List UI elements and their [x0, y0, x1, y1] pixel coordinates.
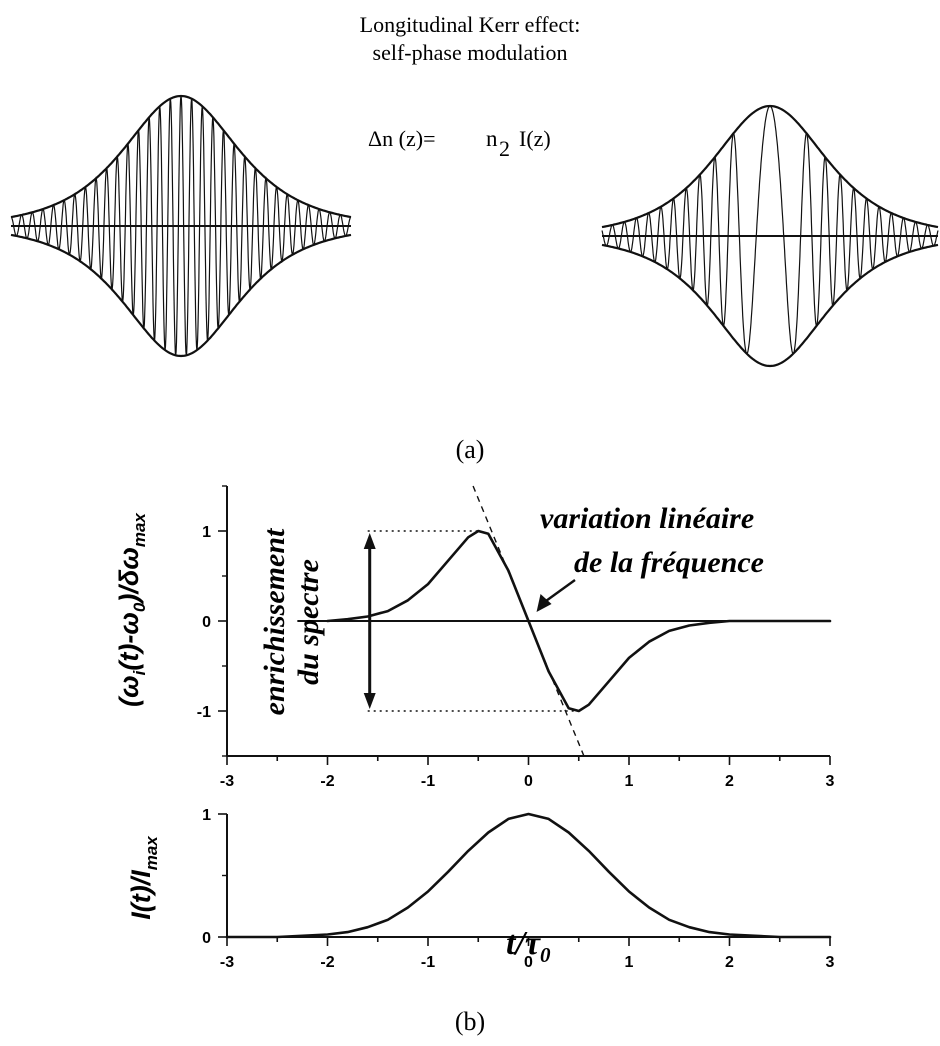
bottom-ylabel-main: I(t)/I	[126, 870, 156, 920]
intensity-plot-series	[225, 812, 832, 939]
frequency-plot-axes: -3 -2 -1 0 1 2 3 -1 0 1	[197, 485, 835, 790]
annotation-arrow-shaft	[543, 579, 576, 603]
formula-subscript: 2	[499, 136, 510, 161]
top-ylabel-sub-max: max	[130, 512, 149, 548]
x-tick-label: 3	[826, 773, 835, 790]
y-tick-label: -1	[197, 704, 211, 721]
x-tick-label: -2	[320, 954, 334, 971]
top-ylabel-delta: )/δω	[114, 547, 144, 606]
pulse-carrier-wave	[601, 105, 939, 355]
x-tick-label: -1	[421, 773, 435, 790]
annotation-arrowhead	[536, 594, 552, 612]
formula-n: n	[486, 126, 498, 151]
top-ylabel-sub-0: 0	[130, 602, 149, 612]
x-tick-label: 2	[725, 773, 734, 790]
caption-a: (a)	[456, 435, 485, 464]
pulse-carrier-wave	[10, 95, 352, 356]
pulse-envelope-upper	[10, 94, 352, 219]
y-tick-label: 1	[202, 524, 211, 541]
pulse-envelope-upper	[601, 104, 939, 229]
frequency-plot: -3 -2 -1 0 1 2 3 -1 0 1	[197, 485, 835, 790]
pulse-envelope-lower	[10, 233, 352, 358]
chirped-pulse-illustration	[601, 104, 939, 368]
intensity-plot-axes: -3 -2 -1 0 1 2 3 0 1	[202, 807, 834, 971]
x-tick-label: -1	[421, 954, 435, 971]
intensity-plot: -3 -2 -1 0 1 2 3 0 1	[202, 807, 834, 971]
top-y-axis-label: (ωi(t)-ω0)/δωmax	[114, 512, 149, 707]
bottom-y-axis-label: I(t)/Imax	[126, 835, 161, 920]
frequency-curve	[326, 529, 832, 713]
part-a-title-line1: Longitudinal Kerr effect:	[360, 12, 581, 37]
spectrum-width-arrowhead-up	[363, 533, 376, 549]
x-axis-label: t/τ0	[506, 925, 551, 967]
x-tick-label: 0	[524, 773, 533, 790]
formula-lhs: Δn (z)=	[368, 126, 435, 151]
bottom-ylabel-sub-max: max	[142, 835, 161, 871]
y-tick-label: 1	[202, 807, 211, 824]
unchirped-pulse-illustration	[10, 94, 352, 358]
x-tick-label: -3	[220, 954, 234, 971]
x-tick-label: -2	[320, 773, 334, 790]
part-a-title-line2: self-phase modulation	[373, 40, 568, 65]
x-tick-label: -3	[220, 773, 234, 790]
top-ylabel-sub-i: i	[130, 669, 149, 675]
x-tick-label: 3	[826, 954, 835, 971]
annotation-spectrum-line1: enrichissement	[258, 527, 291, 715]
y-tick-label: 0	[202, 614, 211, 631]
caption-b: (b)	[455, 1007, 485, 1036]
spectrum-width-arrowhead-down	[363, 693, 376, 709]
top-ylabel-omega: (ω	[114, 675, 144, 707]
x-tick-label: 2	[725, 954, 734, 971]
y-tick-label: 0	[202, 930, 211, 947]
annotation-spectrum-line2: du spectre	[292, 559, 325, 685]
xlabel-main: t/τ	[506, 925, 541, 962]
annotation-linear-line2: de la fréquence	[574, 546, 764, 579]
formula-rhs: I(z)	[519, 126, 551, 151]
frequency-plot-series	[326, 529, 832, 713]
annotation-linear-line1: variation linéaire	[540, 502, 754, 535]
top-ylabel-mid: (t)-ω	[114, 612, 144, 671]
x-tick-label: 1	[625, 773, 634, 790]
x-tick-label: 1	[625, 954, 634, 971]
xlabel-sub-0: 0	[540, 943, 551, 967]
intensity-curve	[225, 812, 832, 939]
x-tick-label: 0	[524, 954, 533, 971]
pulse-envelope-lower	[601, 243, 939, 368]
